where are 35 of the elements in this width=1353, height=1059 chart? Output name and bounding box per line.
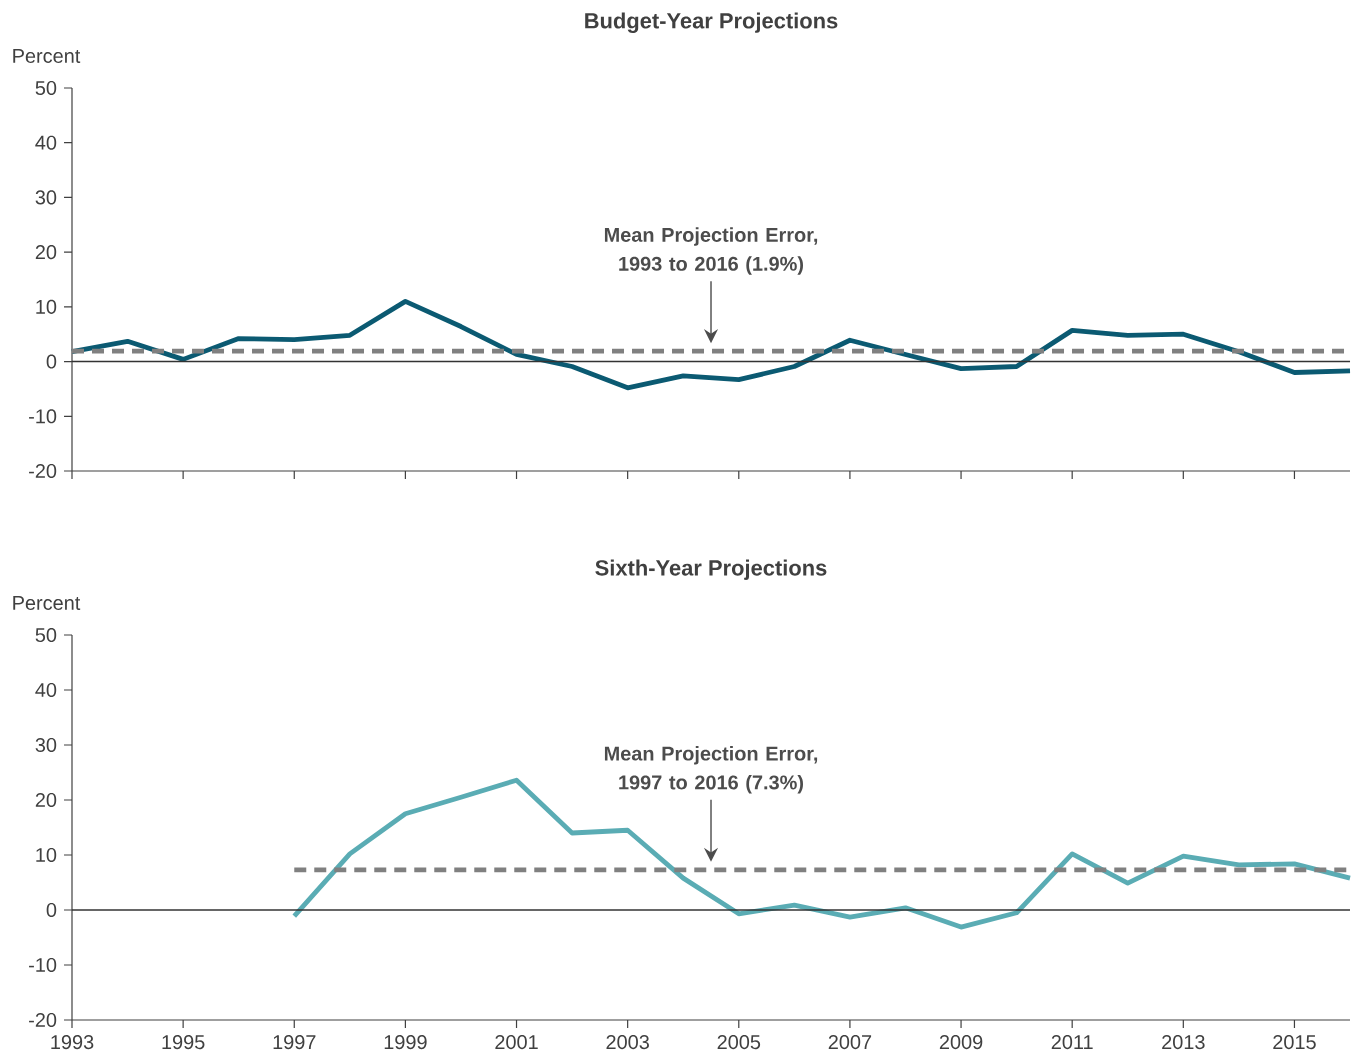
x-tick-label: 1997 bbox=[273, 1035, 316, 1050]
y-axis-title: Percent bbox=[13, 49, 81, 63]
chart-title: Sixth-Year Projections bbox=[595, 559, 827, 580]
y-tick-label: 50 bbox=[35, 627, 57, 643]
x-tick-label: 2015 bbox=[1273, 1035, 1316, 1050]
y-tick-label: 40 bbox=[35, 682, 57, 698]
y-tick-label: -10 bbox=[29, 957, 57, 973]
y-tick-label: -20 bbox=[29, 463, 57, 479]
y-tick-label: 50 bbox=[35, 80, 57, 96]
x-tick-label: 2005 bbox=[717, 1035, 761, 1050]
x-tick-label: 1993 bbox=[51, 1035, 94, 1050]
x-tick-label: 2011 bbox=[1051, 1035, 1093, 1050]
y-tick-label: 0 bbox=[46, 354, 57, 369]
annotation: Mean Projection Error, 1993 to 2016 (1.9%) bbox=[604, 227, 818, 275]
annotation: Mean Projection Error, 1997 to 2016 (7.3%) bbox=[604, 745, 818, 794]
y-tick-label: 0 bbox=[46, 902, 57, 918]
y-tick-label: 20 bbox=[35, 792, 57, 808]
y-tick-label: 30 bbox=[35, 190, 57, 205]
x-tick-label: 2001 bbox=[495, 1035, 538, 1050]
y-tick-label: -20 bbox=[29, 1012, 57, 1028]
x-tick-label: 1995 bbox=[162, 1035, 205, 1050]
x-tick-label: 2013 bbox=[1162, 1035, 1205, 1050]
y-tick-label: 40 bbox=[35, 135, 57, 150]
x-tick-label: 1999 bbox=[384, 1035, 427, 1050]
line-series bbox=[291, 777, 1353, 930]
y-tick-label: 10 bbox=[36, 299, 57, 314]
y-tick-label: 20 bbox=[35, 245, 57, 260]
y-axis-title: Percent bbox=[13, 596, 81, 610]
x-tick-label: 2009 bbox=[939, 1035, 983, 1050]
chart-title: Budget-Year Projections bbox=[585, 12, 838, 33]
x-tick-label: 2007 bbox=[828, 1035, 872, 1050]
y-tick-label: 30 bbox=[35, 737, 57, 753]
y-tick-label: 10 bbox=[36, 847, 57, 863]
y-tick-label: -10 bbox=[29, 409, 57, 424]
x-tick-label: 2003 bbox=[606, 1035, 649, 1050]
